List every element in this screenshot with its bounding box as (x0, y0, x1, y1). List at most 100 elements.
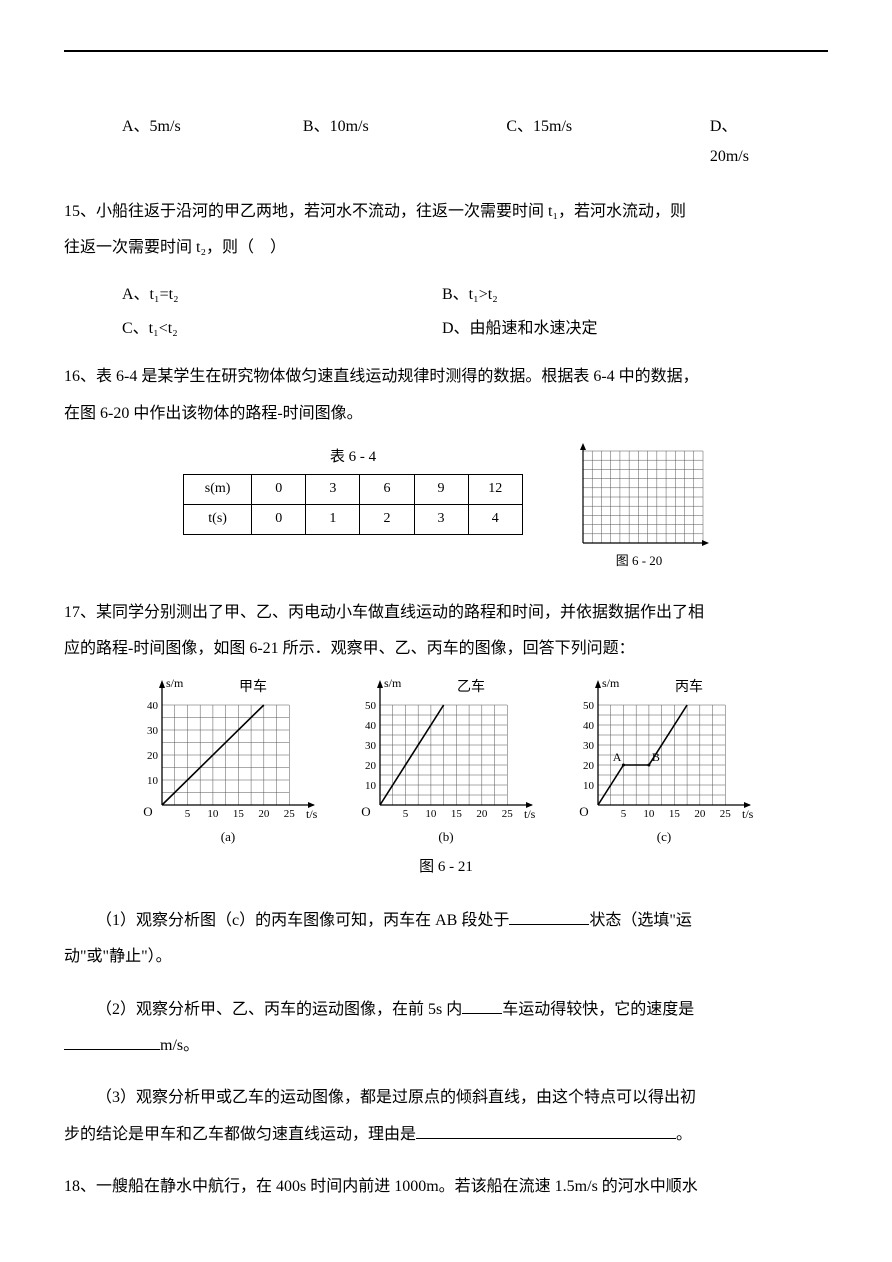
q15-opt-c: C、t₁<t₂ (122, 314, 442, 344)
q18-stem1: 18、一艘船在静水中航行，在 400s 时间内前进 1000m。若该船在流速 1… (64, 1172, 828, 1202)
svg-text:s/m: s/m (384, 676, 402, 690)
svg-text:15: 15 (451, 808, 463, 820)
svg-text:10: 10 (643, 808, 655, 820)
table-6-4: 表 6 - 4 s(m) 0 3 6 9 12 t(s) 0 1 2 3 4 (183, 443, 523, 535)
svg-text:O: O (579, 804, 588, 819)
svg-text:5: 5 (185, 808, 191, 820)
chart-a: 51015202510203040s/mt/sO甲车 (a) (128, 675, 328, 850)
q17-1-line2: 动"或"静止"）。 (64, 942, 828, 972)
q15-stem2: 往返一次需要时间 t₂，则（ ） (64, 233, 828, 263)
blank (462, 996, 502, 1014)
svg-text:20: 20 (694, 808, 706, 820)
q14-opt-b: B、10m/s (303, 112, 438, 173)
cell: 2 (360, 504, 414, 534)
q16-figure-block: 表 6 - 4 s(m) 0 3 6 9 12 t(s) 0 1 2 3 4 (64, 443, 828, 574)
row-t-label: t(s) (184, 504, 252, 534)
svg-text:20: 20 (476, 808, 488, 820)
q14-opt-a: A、5m/s (122, 112, 235, 173)
blank (509, 907, 589, 925)
svg-text:25: 25 (284, 808, 296, 820)
chart-b-sub: (b) (346, 825, 546, 850)
chart-c: 5101520251020304050s/mt/sO丙车AB (c) (564, 675, 764, 850)
blank (416, 1121, 676, 1139)
q17-1-pre: （1）观察分析图（c）的丙车图像可知，丙车在 AB 段处于 (96, 912, 509, 929)
svg-text:丙车: 丙车 (675, 678, 703, 695)
svg-text:B: B (652, 750, 660, 764)
q14-opt-d: D、20m/s (710, 112, 760, 173)
cell: 3 (414, 504, 468, 534)
cell: 9 (414, 474, 468, 504)
table-6-4-title: 表 6 - 4 (183, 443, 523, 472)
q17-2-line2: m/s。 (64, 1031, 828, 1061)
figure-6-21-caption: 图 6 - 21 (64, 853, 828, 882)
svg-text:5: 5 (403, 808, 409, 820)
svg-text:10: 10 (583, 780, 595, 792)
cell: 4 (468, 504, 522, 534)
table-row: s(m) 0 3 6 9 12 (184, 474, 523, 504)
svg-text:s/m: s/m (166, 676, 184, 690)
q16-stem1: 16、表 6-4 是某学生在研究物体做匀速直线运动规律时测得的数据。根据表 6-… (64, 362, 828, 392)
q17-stem1: 17、某同学分别测出了甲、乙、丙电动小车做直线运动的路程和时间，并依据数据作出了… (64, 598, 828, 628)
svg-text:s/m: s/m (602, 676, 620, 690)
row-s-label: s(m) (184, 474, 252, 504)
q15-opt-d: D、由船速和水速决定 (442, 314, 762, 344)
q15-opt-a: A、t₁=t₂ (122, 280, 442, 310)
q15-opts-row1: A、t₁=t₂ B、t₁>t₂ (122, 280, 828, 310)
q17-3-end: 。 (676, 1126, 692, 1143)
svg-text:O: O (361, 804, 370, 819)
q16-stem2: 在图 6-20 中作出该物体的路程-时间图像。 (64, 399, 828, 429)
svg-text:10: 10 (425, 808, 437, 820)
svg-text:50: 50 (583, 700, 595, 712)
q14-options: A、5m/s B、10m/s C、15m/s D、20m/s (122, 112, 828, 173)
svg-text:20: 20 (258, 808, 270, 820)
q17-3-line2: 步的结论是甲车和乙车都做匀速直线运动，理由是 。 (64, 1120, 828, 1150)
q17-2-mid: 车运动得较快，它的速度是 (502, 1001, 694, 1018)
svg-text:50: 50 (365, 700, 377, 712)
q17-stem2: 应的路程-时间图像，如图 6-21 所示．观察甲、乙、丙车的图像，回答下列问题： (64, 634, 828, 664)
svg-text:10: 10 (207, 808, 219, 820)
q15-stem1: 15、小船往返于沿河的甲乙两地，若河水不流动，往返一次需要时间 t₁，若河水流动… (64, 197, 828, 227)
q15-opts-row2: C、t₁<t₂ D、由船速和水速决定 (122, 314, 828, 344)
q17-3-line2-pre: 步的结论是甲车和乙车都做匀速直线运动，理由是 (64, 1126, 416, 1143)
chart-b: 5101520251020304050s/mt/sO乙车 (b) (346, 675, 546, 850)
q17-1-line1: （1）观察分析图（c）的丙车图像可知，丙车在 AB 段处于 状态（选填"运 (64, 906, 828, 936)
svg-text:20: 20 (147, 750, 159, 762)
cell: 6 (360, 474, 414, 504)
svg-text:15: 15 (233, 808, 245, 820)
svg-text:O: O (143, 804, 152, 819)
cell: 1 (306, 504, 360, 534)
svg-text:10: 10 (365, 780, 377, 792)
svg-text:40: 40 (365, 720, 377, 732)
svg-text:t/s: t/s (742, 807, 754, 821)
figure-6-20: 图 6 - 20 (569, 443, 709, 574)
svg-text:15: 15 (669, 808, 681, 820)
header-rule (64, 50, 828, 52)
cell: 0 (252, 504, 306, 534)
svg-text:25: 25 (720, 808, 732, 820)
q17-1-post: 状态（选填"运 (589, 912, 692, 929)
svg-text:A: A (613, 750, 622, 764)
svg-text:20: 20 (365, 760, 377, 772)
figure-6-21: 5 10 15 20 25 10 20 30 40 s/m t/s O 甲车 (a) 5 10 15 20 25… (64, 675, 828, 850)
svg-text:30: 30 (583, 740, 595, 752)
q14-opt-c: C、15m/s (506, 112, 641, 173)
svg-text:20: 20 (583, 760, 595, 772)
table-row: t(s) 0 1 2 3 4 (184, 504, 523, 534)
q17-2-line1: （2）观察分析甲、乙、丙车的运动图像，在前 5s 内 车运动得较快，它的速度是 (64, 995, 828, 1025)
svg-text:5: 5 (621, 808, 627, 820)
svg-text:30: 30 (147, 725, 159, 737)
q17-2-unit: m/s。 (160, 1037, 199, 1054)
q17-3-line1: （3）观察分析甲或乙车的运动图像，都是过原点的倾斜直线，由这个特点可以得出初 (64, 1083, 828, 1113)
grid-icon (569, 443, 709, 553)
chart-c-sub: (c) (564, 825, 764, 850)
cell: 3 (306, 474, 360, 504)
svg-text:30: 30 (365, 740, 377, 752)
q17-2-pre: （2）观察分析甲、乙、丙车的运动图像，在前 5s 内 (96, 1001, 462, 1018)
cell: 0 (252, 474, 306, 504)
svg-text:t/s: t/s (306, 807, 318, 821)
blank (64, 1032, 160, 1050)
svg-text:25: 25 (502, 808, 514, 820)
chart-a-sub: (a) (128, 825, 328, 850)
q15-opt-b: B、t₁>t₂ (442, 280, 762, 310)
svg-text:甲车: 甲车 (239, 678, 267, 695)
